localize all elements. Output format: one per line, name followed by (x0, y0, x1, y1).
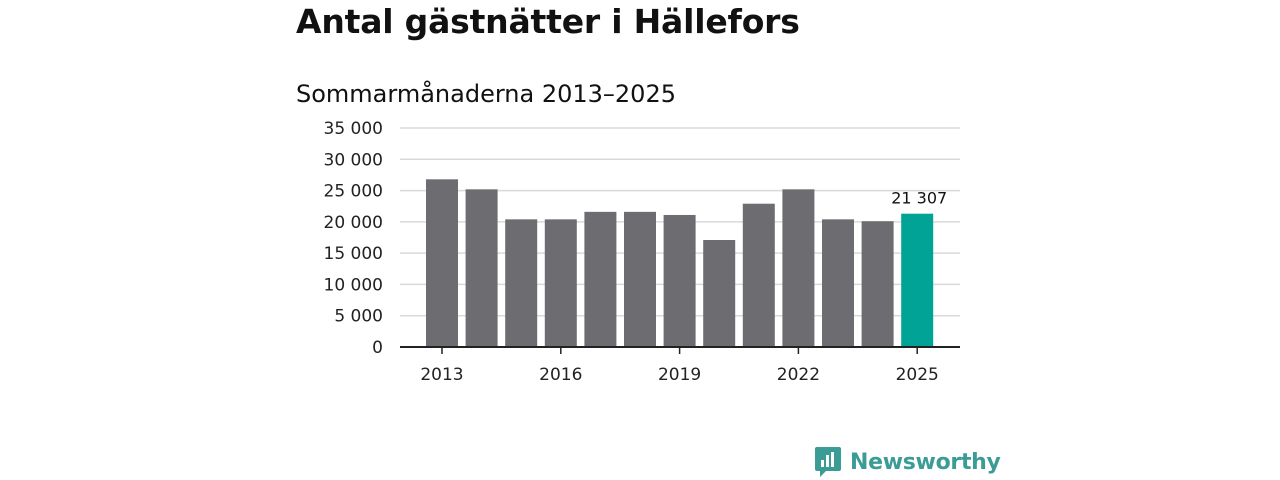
x-tick-label: 2016 (539, 365, 582, 385)
bar-2019 (663, 214, 696, 347)
chart-title: Antal gästnätter i Hällefors (296, 2, 800, 41)
x-tick-label: 2022 (777, 365, 820, 385)
bar-2022 (782, 189, 815, 347)
x-tick-label: 2013 (420, 365, 463, 385)
y-tick-label: 35 000 (324, 119, 383, 139)
y-tick-label: 5 000 (334, 307, 383, 327)
newsworthy-logo-icon (815, 447, 841, 477)
y-tick-label: 10 000 (324, 275, 383, 295)
brand-name: Newsworthy (850, 449, 1001, 475)
x-tick-label: 2025 (896, 365, 939, 385)
bar-2015 (505, 219, 538, 347)
bar-2023 (822, 219, 854, 347)
bar-2014 (465, 189, 498, 347)
bar-2016 (544, 219, 577, 347)
bar-2021 (742, 203, 775, 347)
brand: Newsworthy (814, 444, 1001, 480)
data-label: 21 307 (891, 189, 947, 208)
y-tick-label: 30 000 (324, 150, 383, 170)
bar-2025 (901, 213, 934, 347)
bar-chart: 0 5 000 10 000 15 000 20 000 25 000 30 000 35 0… (324, 119, 960, 385)
bar-2018 (624, 211, 656, 347)
bar-2013 (426, 179, 458, 347)
y-tick-label: 20 000 (324, 213, 383, 233)
y-tick-label: 0 (372, 338, 383, 358)
x-tick-label: 2019 (658, 365, 701, 385)
bar-2017 (584, 211, 617, 347)
y-tick-label: 15 000 (324, 244, 383, 264)
bar-2024 (861, 221, 894, 347)
y-tick-label: 25 000 (324, 182, 383, 202)
bar-2020 (703, 240, 736, 347)
chart-subtitle: Sommarmånaderna 2013–2025 (296, 80, 676, 108)
